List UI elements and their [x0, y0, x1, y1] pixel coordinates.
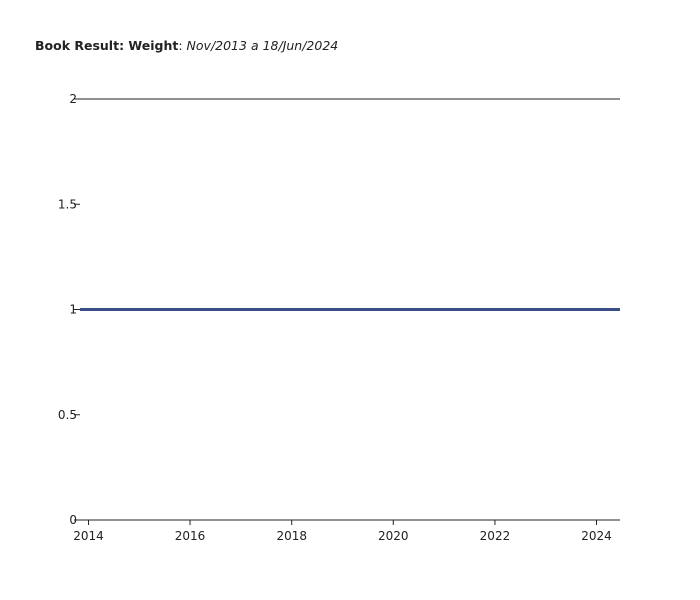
- y-tick-label: 1: [69, 303, 77, 317]
- y-axis-ticks: 0 0.5 1 1.5 2: [58, 92, 80, 527]
- y-tick-label: 0.5: [58, 408, 77, 422]
- x-tick-label: 2022: [480, 529, 511, 543]
- y-tick-label: 1.5: [58, 197, 77, 211]
- x-tick-label: 2024: [581, 529, 612, 543]
- x-axis-ticks: 2014 2016 2018 2020 2022 2024: [73, 520, 612, 543]
- chart-title-separator: :: [178, 38, 187, 53]
- chart-title: Book Result: Weight: Nov/2013 a 18/Jun/2…: [35, 38, 338, 53]
- chart-subtitle: Nov/2013 a 18/Jun/2024: [186, 38, 339, 53]
- y-tick-label: 2: [69, 92, 77, 106]
- x-tick-label: 2018: [276, 529, 307, 543]
- x-tick-label: 2016: [175, 529, 206, 543]
- x-tick-label: 2020: [378, 529, 409, 543]
- y-tick-label: 0: [69, 513, 77, 527]
- x-tick-label: 2014: [73, 529, 104, 543]
- chart-title-main: Book Result: Weight: [35, 38, 179, 53]
